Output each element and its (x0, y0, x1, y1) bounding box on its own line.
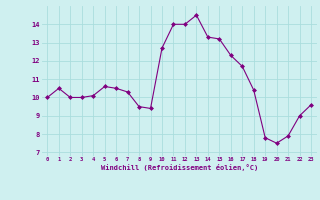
X-axis label: Windchill (Refroidissement éolien,°C): Windchill (Refroidissement éolien,°C) (100, 164, 258, 171)
